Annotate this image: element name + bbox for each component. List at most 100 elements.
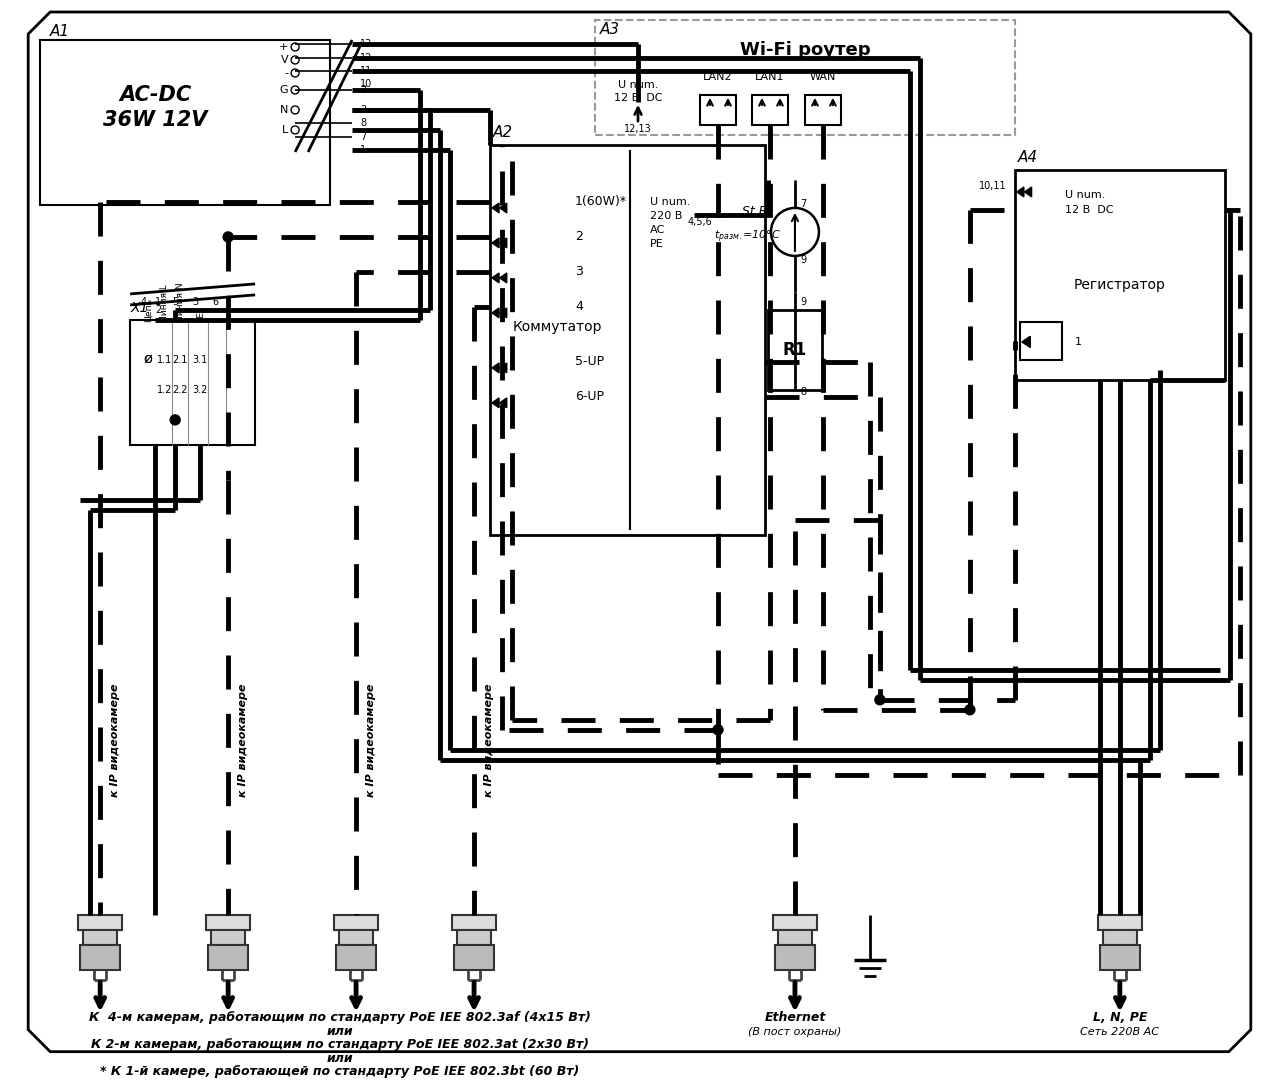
Text: 12: 12 [361,53,372,63]
Text: A1: A1 [50,24,70,39]
Text: PE: PE [650,239,664,248]
Text: 3: 3 [576,266,583,279]
Text: 220 В: 220 В [650,211,683,221]
Bar [81,945,120,970]
Text: К 2-м камерам, работающим по стандарту PoE IEE 802.3at (2x30 Вт): К 2-м камерам, работающим по стандарту P… [91,1038,590,1051]
Text: L: L [281,125,288,135]
Text: $t_{разм.}$=10°С: $t_{разм.}$=10°С [715,229,781,245]
Text: 36W 12V: 36W 12V [104,110,207,130]
Text: К  4-м камерам, работающим по стандарту PoE IEE 802.3af (4x15 Вт): К 4-м камерам, работающим по стандарту P… [90,1011,591,1024]
Text: A3: A3 [600,22,620,37]
Text: к IP видеокамере: к IP видеокамере [110,683,120,797]
Bar [490,145,765,535]
Text: 2.1: 2.1 [173,355,188,365]
Text: (В пост охраны): (В пост охраны) [748,1027,842,1037]
Bar [457,930,491,945]
Polygon shape [492,238,499,247]
Polygon shape [1017,187,1024,197]
Bar [83,930,118,945]
Text: 6: 6 [212,297,219,307]
Text: 12 В  DC: 12 В DC [1065,205,1113,215]
Bar [804,95,840,125]
Text: к IP видеокамере: к IP видеокамере [366,683,376,797]
Bar [1100,945,1140,970]
Text: Линия N: Линия N [175,282,184,322]
Text: 9: 9 [799,255,806,265]
Bar [339,930,373,945]
Polygon shape [500,397,506,408]
Text: Сеть 220В АС: Сеть 220В АС [1081,1027,1159,1037]
Bar [208,945,248,970]
Text: LAN1: LAN1 [755,72,785,82]
Text: LAN2: LAN2 [703,72,733,82]
Polygon shape [500,308,506,318]
Polygon shape [492,397,499,408]
Text: Коммутатор: Коммутатор [513,320,602,334]
Text: 11: 11 [361,66,372,76]
Polygon shape [500,273,506,283]
Polygon shape [500,238,506,247]
Bar [336,945,376,970]
Text: 3.1: 3.1 [193,355,207,365]
Text: 2: 2 [576,230,583,243]
Text: 4: 4 [141,297,146,307]
Text: 4: 4 [576,300,583,313]
Bar [775,945,815,970]
Circle shape [712,725,723,734]
Polygon shape [492,203,499,213]
Text: U num.: U num. [618,80,659,90]
Text: R1: R1 [783,341,807,359]
Bar [78,915,123,930]
Text: L, N, PE: L, N, PE [1092,1011,1147,1024]
Bar [752,95,788,125]
Bar [1097,915,1142,930]
Text: AC-DC: AC-DC [119,85,192,105]
Bar [773,915,817,930]
Text: 5: 5 [171,297,178,307]
Bar [454,945,494,970]
Text: к IP видеокамере: к IP видеокамере [483,683,494,797]
Text: 2: 2 [361,105,366,114]
Text: PE: PE [196,311,205,322]
Polygon shape [1022,336,1031,348]
Text: 7: 7 [361,132,366,141]
Circle shape [170,415,180,424]
Text: St R: St R [742,205,767,218]
Text: 5-UP: 5-UP [576,355,604,368]
Bar [451,915,496,930]
Text: 1: 1 [155,297,161,307]
Text: A4: A4 [1018,150,1039,165]
Text: 3: 3 [361,85,366,95]
Text: или: или [326,1025,353,1038]
Text: 6-UP: 6-UP [576,390,604,403]
Text: N: N [280,105,288,114]
Bar [595,21,1014,135]
Text: Линия L: Линия L [160,284,169,322]
Polygon shape [492,273,499,283]
Text: 3.2: 3.2 [192,384,207,395]
Bar [334,915,379,930]
Text: 7: 7 [799,199,806,208]
Text: 2.2: 2.2 [173,384,188,395]
Text: 1.2: 1.2 [156,384,171,395]
Text: АС: АС [650,225,665,235]
Bar [700,95,735,125]
Text: к IP видеокамере: к IP видеокамере [238,683,248,797]
Text: U num.: U num. [650,197,691,207]
Text: 4,5,6: 4,5,6 [688,217,712,227]
Text: Ø: Ø [145,355,152,365]
Text: Ethernet: Ethernet [765,1011,826,1024]
Circle shape [964,705,975,715]
Text: Ø: Ø [143,355,152,365]
Text: A2: A2 [492,125,513,140]
Bar [130,320,255,445]
Polygon shape [500,203,506,213]
Text: 12,13: 12,13 [624,124,652,134]
Bar [1019,322,1062,360]
Bar [1102,930,1137,945]
Polygon shape [500,363,506,373]
Polygon shape [492,363,499,373]
Text: 1(60W)*: 1(60W)* [576,195,627,208]
Text: -: - [284,68,288,78]
Text: 9: 9 [799,297,806,307]
